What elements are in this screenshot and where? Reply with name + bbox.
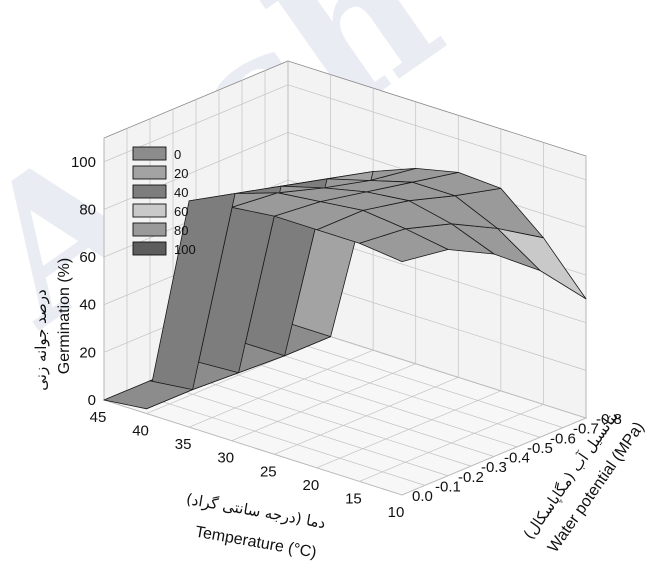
y-tick-label: -0.3	[481, 459, 507, 476]
legend-label: 40	[174, 185, 188, 200]
x-tick-label: 35	[175, 436, 192, 453]
x-axis-label: Temperature (°C)	[194, 524, 318, 562]
y-tick-label: -0.7	[573, 421, 599, 438]
z-axis-label-fa: درصد جوانه زنی	[32, 289, 50, 390]
legend-swatch	[132, 184, 167, 199]
y-tick-label: -0.8	[596, 411, 622, 428]
y-tick-label: -0.2	[458, 469, 484, 486]
legend-label: 0	[174, 147, 181, 162]
floor-grid-line	[126, 390, 426, 486]
x-tick-label: 30	[217, 450, 234, 467]
surface-patch	[103, 380, 194, 410]
z-tick-label: 20	[79, 344, 96, 361]
legend-swatch	[132, 203, 167, 218]
legend-swatch	[132, 222, 167, 237]
y-tick-label: 0.0	[412, 488, 433, 505]
floor-grid-line	[103, 399, 403, 496]
legend-swatch	[132, 165, 167, 180]
z-axis-label: Germination (%)	[56, 258, 73, 374]
x-tick-label: 15	[345, 490, 362, 507]
legend-label: 100	[174, 242, 196, 257]
z-tick-label: 80	[79, 201, 96, 218]
x-tick-label: 20	[303, 477, 320, 494]
z-tick-label: 100	[71, 154, 96, 171]
floor-grid-line	[264, 332, 564, 428]
y-tick-label: -0.4	[504, 450, 530, 467]
x-tick-label: 40	[132, 423, 149, 440]
legend-label: 60	[174, 204, 188, 219]
back-grid-line	[287, 322, 587, 419]
x-tick-label: 45	[90, 409, 107, 426]
y-tick-label: -0.6	[550, 430, 576, 447]
legend-swatch	[132, 241, 167, 256]
legend-label: 20	[174, 166, 188, 181]
legend-swatch	[132, 146, 167, 161]
floor-grid-line	[172, 370, 472, 467]
x-tick-label: 10	[388, 504, 405, 521]
z-tick-label: 60	[79, 249, 96, 266]
floor-grid-line	[195, 361, 495, 457]
axis-ticks: 02040608010045403530252015100.0-0.1-0.2-…	[71, 154, 622, 521]
germination-surface	[103, 167, 587, 410]
z-tick-label: 0	[88, 392, 96, 409]
back-grid-line	[287, 84, 587, 181]
floor-grid-line	[218, 351, 518, 448]
legend: 0 20 40 60 80 100	[132, 146, 196, 257]
x-tick-label: 25	[260, 463, 277, 480]
y-tick-label: -0.1	[435, 478, 461, 495]
z-tick-label: 40	[79, 297, 96, 314]
legend-label: 80	[174, 223, 188, 238]
floor-grid-line	[149, 380, 449, 477]
y-tick-label: -0.5	[527, 440, 553, 457]
floor-grid-line	[241, 341, 541, 438]
